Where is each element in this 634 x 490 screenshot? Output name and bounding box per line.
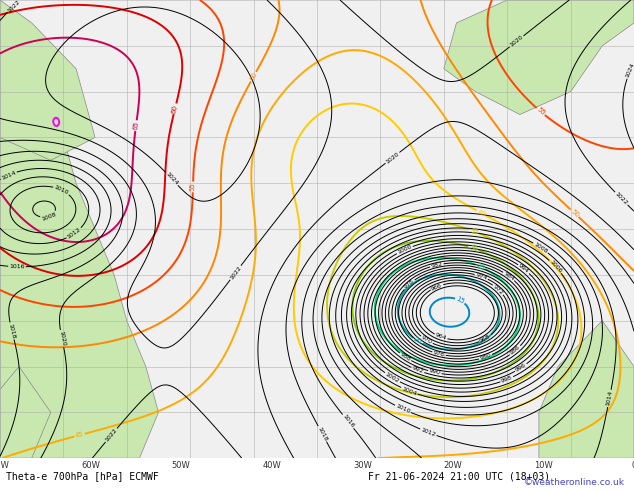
Text: 1016: 1016	[9, 264, 25, 270]
Text: 988: 988	[399, 352, 411, 362]
Text: 968: 968	[479, 334, 492, 344]
Polygon shape	[0, 0, 158, 458]
Text: 15: 15	[455, 296, 465, 305]
Polygon shape	[444, 0, 634, 115]
Text: 990: 990	[429, 368, 441, 376]
Text: 1010: 1010	[395, 404, 411, 415]
Text: Fr 21-06-2024 21:00 UTC (18+03): Fr 21-06-2024 21:00 UTC (18+03)	[368, 471, 550, 481]
Text: 1022: 1022	[229, 265, 242, 281]
Text: 40W: 40W	[262, 461, 281, 470]
Text: 996: 996	[515, 363, 527, 373]
Text: 1012: 1012	[67, 227, 82, 240]
Text: 50: 50	[249, 71, 258, 82]
Text: 0: 0	[631, 461, 634, 470]
Text: 992: 992	[411, 366, 424, 375]
Text: Theta-e 700hPa [hPa] ECMWF: Theta-e 700hPa [hPa] ECMWF	[6, 471, 159, 481]
Text: 45: 45	[74, 431, 84, 439]
Text: 976: 976	[432, 350, 445, 358]
Polygon shape	[0, 367, 51, 458]
Text: 30: 30	[468, 244, 479, 252]
Text: 980: 980	[479, 353, 492, 361]
Text: 1000: 1000	[397, 245, 413, 255]
Text: 70W: 70W	[0, 461, 10, 470]
Text: 65: 65	[133, 121, 139, 130]
Text: 1016: 1016	[341, 414, 355, 429]
Text: 984: 984	[503, 270, 515, 282]
Text: ©weatheronline.co.uk: ©weatheronline.co.uk	[524, 478, 624, 488]
Text: 50: 50	[569, 208, 580, 219]
Text: 1006: 1006	[548, 259, 562, 274]
Text: 966: 966	[430, 282, 443, 292]
Text: 1022: 1022	[105, 428, 119, 443]
Text: 1008: 1008	[41, 211, 57, 221]
Text: 1020: 1020	[509, 35, 524, 48]
Text: 40: 40	[476, 208, 487, 218]
Text: 998: 998	[500, 375, 513, 384]
Text: 964: 964	[435, 333, 448, 342]
Text: 55: 55	[536, 106, 546, 117]
Text: 1004: 1004	[401, 386, 417, 396]
Text: 986: 986	[509, 345, 521, 356]
Text: 1010: 1010	[53, 184, 70, 196]
Text: 25: 25	[475, 262, 486, 271]
Text: 20: 20	[412, 336, 423, 345]
Text: 1014: 1014	[605, 390, 613, 407]
Text: 1020: 1020	[58, 330, 66, 347]
Text: 970: 970	[420, 335, 433, 345]
Polygon shape	[539, 321, 634, 458]
Text: 10W: 10W	[534, 461, 553, 470]
Text: 982: 982	[430, 261, 443, 269]
Text: 978: 978	[403, 278, 415, 290]
Text: 974: 974	[475, 272, 488, 281]
Text: 60W: 60W	[81, 461, 100, 470]
Text: 1018: 1018	[316, 426, 328, 442]
Text: 1008: 1008	[533, 242, 548, 254]
Text: 60: 60	[171, 104, 179, 114]
Text: 1022: 1022	[6, 0, 21, 13]
Text: 1024: 1024	[165, 172, 179, 186]
Text: 55: 55	[190, 182, 196, 192]
Polygon shape	[0, 0, 95, 160]
Text: 50W: 50W	[172, 461, 191, 470]
Text: 35: 35	[469, 227, 479, 236]
Text: 1012: 1012	[420, 427, 436, 438]
Text: 1024: 1024	[625, 62, 634, 79]
Text: 20W: 20W	[443, 461, 462, 470]
Text: 1022: 1022	[614, 191, 628, 206]
Text: 972: 972	[492, 284, 505, 295]
Text: 994: 994	[517, 263, 530, 274]
Text: 1002: 1002	[384, 371, 400, 384]
Text: 30W: 30W	[353, 461, 372, 470]
Text: 1014: 1014	[1, 170, 16, 181]
Text: 1018: 1018	[8, 323, 16, 339]
Text: 1020: 1020	[385, 151, 400, 165]
